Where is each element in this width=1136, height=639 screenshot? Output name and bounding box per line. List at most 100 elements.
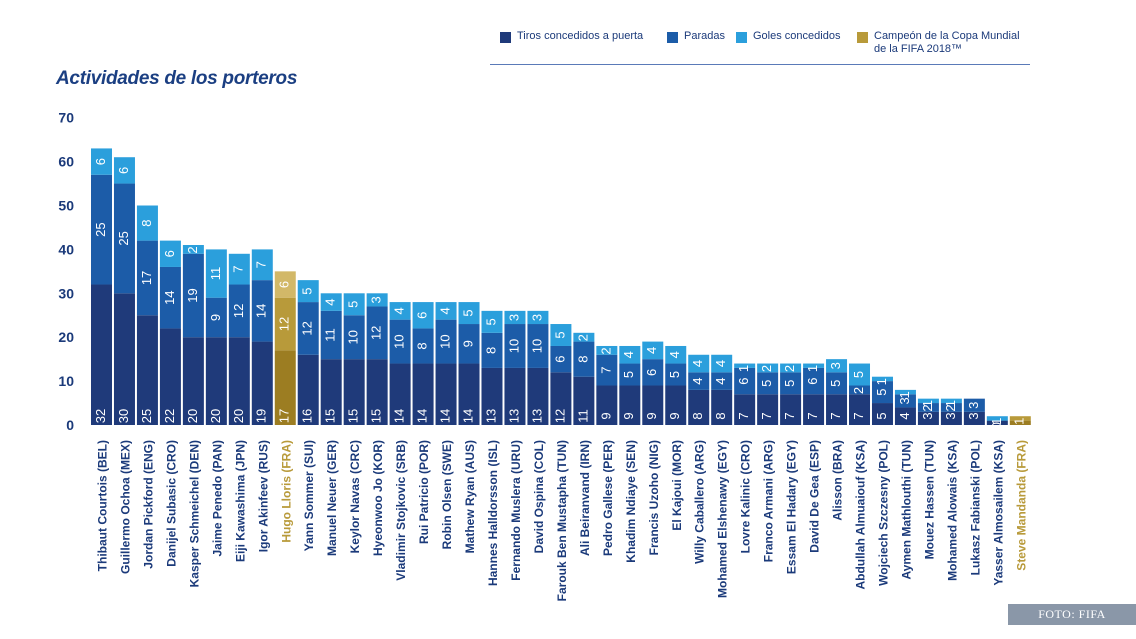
bar-segment-shots [274,350,296,425]
bar-value-label: 1 [805,365,820,372]
bar-segment-saves [366,306,388,360]
bar-segment-goals [527,310,549,325]
bar-value-label: 4 [644,347,659,354]
bar-segment-shots [389,363,411,425]
bar-value-label: 1 [874,378,889,385]
chart-legend: Tiros concedidos a puerta Paradas Goles … [500,30,1040,66]
bar-segment-goals [757,363,779,373]
bar-segment-saves [780,372,802,395]
bar-segment-goals [458,302,480,325]
bar-value-label: 7 [231,266,246,273]
bar-value-label: 13 [483,409,498,423]
bar-segment-shots [320,359,342,425]
y-tick-label: 60 [58,154,74,170]
bar-segment-shots [917,411,939,425]
bar-value-label: 0 [989,422,1004,429]
bar-value-label: 6 [162,250,177,257]
bar-segment-shots [573,376,595,425]
legend-item-goals: Goles concedidos [736,30,840,43]
photo-credit: FOTO: FIFA [1008,604,1136,625]
x-category-label: El Kajoui (MOR) [670,440,684,531]
bar-value-label: 1 [1012,418,1027,425]
bar-segment-goals [182,245,204,254]
bar-segment-saves [412,328,434,364]
bar-value-label: 14 [460,409,475,423]
bar-segment-goals [504,310,526,325]
bar-value-label: 16 [300,409,315,423]
bar-segment-goals [619,345,641,364]
x-category-label: Jordan Pickford (ENG) [141,440,155,569]
bar-value-label: 5 [828,380,843,387]
bar-value-label: 11 [323,328,338,342]
bar-segment-saves [757,372,779,395]
bar-value-label: 10 [437,334,452,348]
x-category-label: Aymen Mathlouthi (TUN) [899,440,913,580]
bar-segment-goals [894,389,916,395]
bar-segment-shots [871,403,893,425]
bar-segment-saves [182,253,204,338]
bar-value-label: 7 [598,367,613,374]
bar-segment-goals [940,398,962,404]
bar-segment-goals [573,332,595,342]
bar-value-label: 4 [713,377,728,384]
bar-value-label: 5 [782,380,797,387]
bar-value-label: 7 [828,412,843,419]
bar-value-label: 2 [575,334,590,341]
bar-segment-saves [274,297,296,351]
x-category-label: Vladimir Stojkovic (SRB) [394,440,408,581]
bar-value-label: 25 [139,409,154,423]
bar-segment-shots [963,411,985,425]
bar-value-label: 11 [575,409,590,423]
bar-value-label: 12 [552,409,567,423]
bar-segment-shots [251,341,273,425]
bar-segment-saves [940,403,962,412]
bar-segment-shots [458,363,480,425]
bar-value-label: 5 [759,380,774,387]
x-category-label: Khadim Ndiaye (SEN) [624,440,638,563]
bar-segment-goals [251,249,273,281]
bar-value-label: 9 [208,314,223,321]
bar-segment-goals [642,341,664,360]
bar-segment-goals [550,324,572,346]
bar-value-label: 7 [782,412,797,419]
bar-value-label: 1 [736,365,751,372]
x-category-label: David Ospina (COL) [532,440,546,553]
bar-segment-goals [803,363,825,368]
bar-value-label: 4 [437,307,452,314]
bar-value-label: 5 [851,371,866,378]
x-category-label: Wojciech Szczesny (POL) [876,440,890,586]
x-category-label: Danijel Subasic (CRO) [164,440,178,567]
bar-value-label: 20 [231,409,246,423]
legend-swatch-champion [857,32,868,43]
bar-value-label: 32 [93,409,108,423]
bar-segment-shots [780,394,802,425]
bar-segment-goals [849,363,871,386]
bar-value-label: 6 [116,167,131,174]
bar-segment-goals [665,345,687,364]
bar-segment-shots [228,337,250,425]
bar-value-label: 17 [277,409,292,423]
bar-value-label: 6 [736,377,751,384]
bar-segment-goals [412,302,434,329]
legend-swatch-goals [736,32,747,43]
bar-value-label: 14 [162,290,177,304]
bar-value-label: 14 [254,304,269,318]
bar-segment-saves [573,341,595,377]
bar-segment-saves [504,324,526,368]
bar-segment-goals [871,376,893,382]
bar-value-label: 1 [989,418,1004,425]
y-tick-label: 50 [58,198,74,214]
bar-segment-saves [389,319,411,364]
bar-value-label: 8 [575,356,590,363]
x-category-label: Keylor Navas (CRC) [348,440,362,553]
bar-value-label: 1 [1012,412,1027,419]
bar-value-label: 12 [300,321,315,335]
legend-divider [490,64,1030,65]
bar-segment-shots [550,372,572,425]
bar-value-label: 12 [231,304,246,318]
bar-segment-shots [757,394,779,425]
bar-value-label: 9 [598,412,613,419]
x-category-label: Pedro Gallese (PER) [601,440,615,556]
bar-segment-goals [389,302,411,320]
bar-segment-shots [504,367,526,425]
